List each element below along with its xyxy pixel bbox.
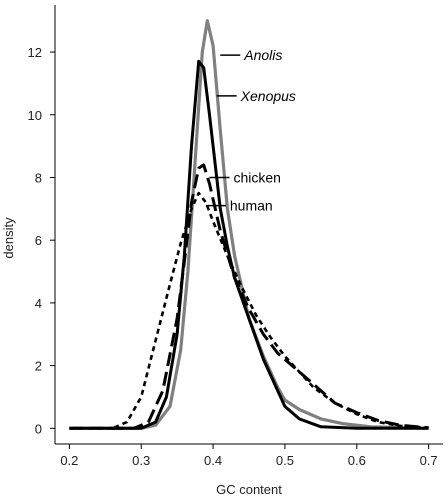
x-tick-label: 0.4 [204,453,222,468]
x-tick-label: 0.5 [276,453,294,468]
series-line-chicken [69,163,429,430]
series-label-xenopus: Xenopus [240,88,296,104]
x-tick-label: 0.2 [60,453,78,468]
series-annotations: Anolis Xenopus chicken human [205,47,296,214]
y-axis-ticks: 0 2 4 6 8 10 12 [28,45,55,436]
y-tick-label: 4 [35,296,42,311]
series-line-human [69,191,429,430]
x-axis-ticks: 0.2 0.3 0.4 0.5 0.6 0.7 [60,444,438,468]
x-tick-label: 0.7 [420,453,438,468]
x-tick-label: 0.3 [132,453,150,468]
series-line-anolis [69,19,429,430]
series-lines [69,19,429,430]
y-tick-label: 2 [35,359,42,374]
y-axis-title: density [1,217,16,259]
series-label-chicken: chicken [233,169,280,185]
y-tick-label: 6 [35,233,42,248]
y-tick-label: 10 [28,108,42,123]
series-label-human: human [230,198,273,214]
y-tick-label: 8 [35,170,42,185]
x-tick-label: 0.6 [348,453,366,468]
y-tick-label: 0 [35,421,42,436]
x-axis-title: GC content [216,482,282,497]
series-label-anolis: Anolis [243,47,282,63]
series-line-xenopus [69,59,429,430]
y-tick-label: 12 [28,45,42,60]
